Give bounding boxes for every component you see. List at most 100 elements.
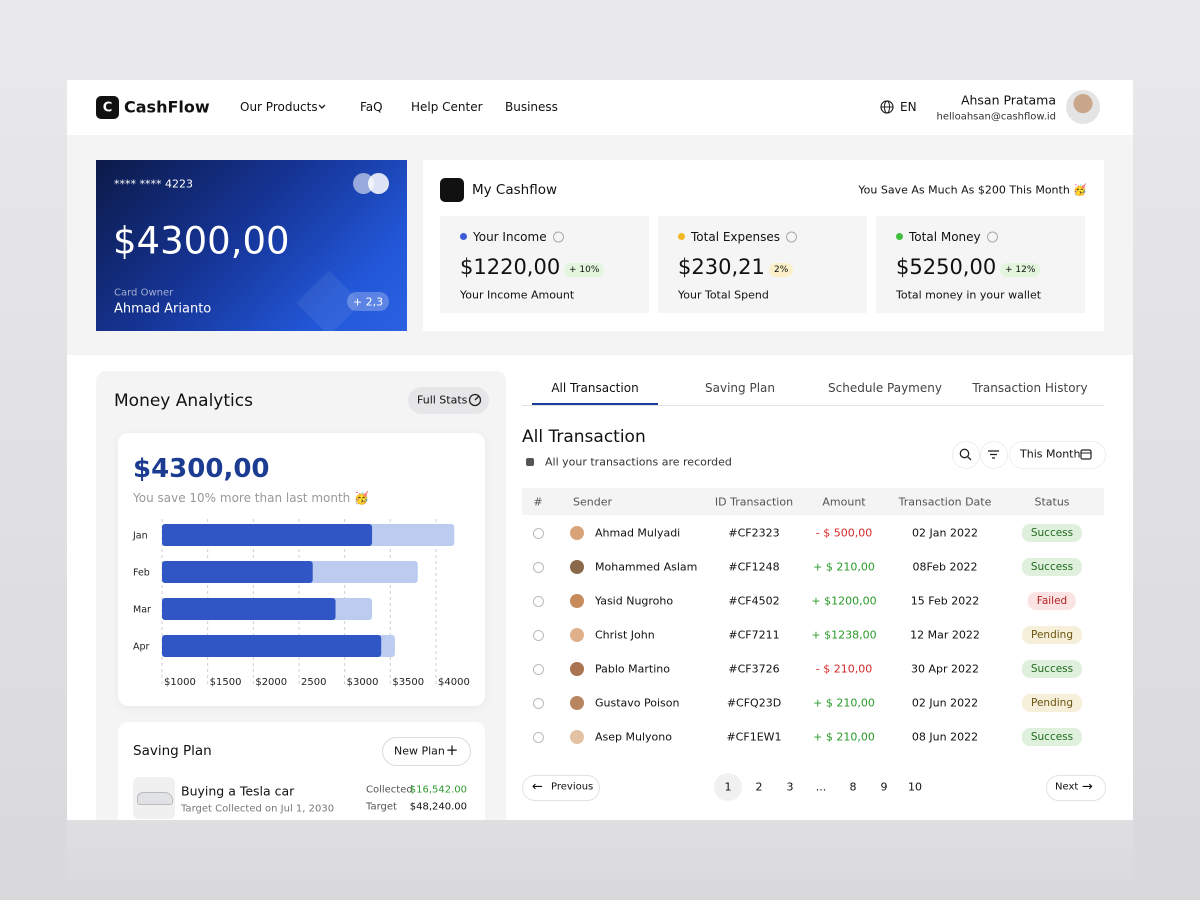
stat-card (658, 216, 867, 313)
logo[interactable] (96, 96, 119, 119)
x-tick-label: $2000 (255, 677, 287, 688)
nav-link[interactable]: FaQ (360, 100, 383, 114)
row-radio[interactable] (533, 664, 544, 675)
month-filter-label: This Month (1020, 447, 1081, 461)
stats-icon (468, 393, 482, 407)
transaction-date: 08Feb 2022 (912, 560, 978, 574)
card-logo (368, 173, 389, 194)
status-badge: Pending (1022, 694, 1082, 712)
row-radio[interactable] (533, 528, 544, 539)
brand[interactable]: CashFlow (124, 97, 210, 117)
plan-date: Target Collected on Jul 1, 2030 (181, 803, 335, 815)
new-plan-label: New Plan (394, 744, 445, 758)
card-balance: $4300,00 (113, 219, 290, 263)
card-owner-label: Card Owner (114, 287, 174, 299)
sender-avatar (570, 730, 584, 744)
page-number[interactable]: 8 (849, 780, 857, 794)
analytics-amount: $4300,00 (133, 454, 270, 484)
previous-button[interactable] (522, 775, 600, 801)
card-badge: + 2,3 (352, 295, 384, 309)
plus-icon: + (445, 741, 459, 759)
row-radio[interactable] (533, 732, 544, 743)
nav-link[interactable]: Help Center (411, 100, 483, 114)
row-radio[interactable] (533, 562, 544, 573)
target-label: Target (366, 801, 397, 813)
x-tick-label: $3000 (347, 677, 379, 688)
bar (162, 598, 336, 620)
transaction-date: 12 Mar 2022 (910, 628, 980, 642)
backdrop (67, 820, 1133, 900)
stat-label: Your Income (473, 230, 547, 244)
user-name: Ahsan Pratama (960, 92, 1056, 108)
search-button[interactable] (952, 441, 980, 469)
active-page-bg (714, 773, 742, 801)
sender-name: Pablo Martino (595, 662, 670, 676)
transactions-subtitle: All your transactions are recorded (545, 455, 732, 469)
page-number[interactable]: 3 (786, 780, 794, 794)
amount: + $1200,00 (811, 594, 877, 608)
sender-name: Gustavo Poison (595, 696, 680, 710)
sender-avatar (570, 662, 584, 676)
tab[interactable]: All Transaction (551, 381, 639, 395)
transaction-id: #CF3726 (728, 662, 780, 676)
column-header: # (533, 495, 543, 509)
subtitle-icon (526, 458, 534, 466)
tab[interactable]: Schedule Paymeny (828, 381, 942, 395)
cashflow-icon (440, 178, 464, 202)
page-number[interactable]: 1 (724, 780, 732, 794)
sender-avatar (570, 526, 584, 540)
full-stats-button[interactable] (408, 387, 489, 414)
new-plan-button[interactable] (382, 737, 471, 766)
bar (162, 524, 373, 546)
stat-card (876, 216, 1085, 313)
stat-caption: Total money in your wallet (896, 288, 1042, 302)
calendar-icon (1080, 449, 1092, 460)
filter-icon (988, 450, 999, 459)
month-filter[interactable] (1009, 441, 1106, 469)
nav-link[interactable]: Our Products (240, 100, 318, 114)
tab-divider (522, 405, 1104, 406)
card-badge-bg (347, 292, 389, 311)
nav-link[interactable]: Business (505, 100, 558, 114)
user-email: helloahsan@cashflow.id (936, 111, 1056, 123)
transaction-date: 02 Jan 2022 (912, 526, 978, 540)
target-value: $48,240.00 (409, 801, 467, 813)
sender-name: Asep Mulyono (595, 730, 672, 744)
sender-avatar (570, 628, 584, 642)
column-header: Sender (573, 495, 612, 509)
column-header: Amount (822, 495, 866, 509)
stat-value: $5250,00 (896, 255, 997, 279)
stat-label: Total Expenses (691, 230, 781, 244)
tab[interactable]: Transaction History (972, 381, 1088, 395)
stat-change: + 10% (564, 263, 605, 277)
tab[interactable]: Saving Plan (705, 381, 775, 395)
chevron-icon (318, 104, 326, 109)
sender-name: Mohammed Aslam (595, 560, 698, 574)
column-header: Status (1034, 495, 1070, 509)
row-radio[interactable] (533, 596, 544, 607)
page-number[interactable]: 9 (880, 780, 888, 794)
user-avatar[interactable] (1066, 90, 1100, 124)
language[interactable]: EN (900, 100, 917, 114)
y-tick-label: Jan (132, 531, 148, 542)
page-number[interactable]: 10 (908, 780, 922, 794)
tab-indicator (532, 403, 658, 405)
amount: + $ 210,00 (813, 730, 875, 744)
bar-chart: $1000 $1500 $2000 2500 $3000 $3500 $4000 Jan Feb… (132, 519, 470, 688)
card-number: **** **** 4223 (114, 177, 193, 191)
table-header (522, 488, 1104, 515)
logo-letter: C (102, 100, 113, 115)
row-radio[interactable] (533, 630, 544, 641)
collected-value: $16,542.00 (409, 784, 467, 796)
page-number[interactable]: ... (815, 780, 827, 794)
y-tick-label: Feb (133, 568, 150, 579)
arrow-left: ← (532, 779, 543, 795)
next-button[interactable] (1046, 775, 1106, 801)
page-number[interactable]: 2 (755, 780, 763, 794)
transaction-date: 30 Apr 2022 (910, 662, 980, 676)
stat-change: 2% (769, 263, 794, 277)
row-radio[interactable] (533, 698, 544, 709)
status-badge: Failed (1027, 592, 1077, 610)
amount: - $ 500,00 (815, 526, 873, 540)
